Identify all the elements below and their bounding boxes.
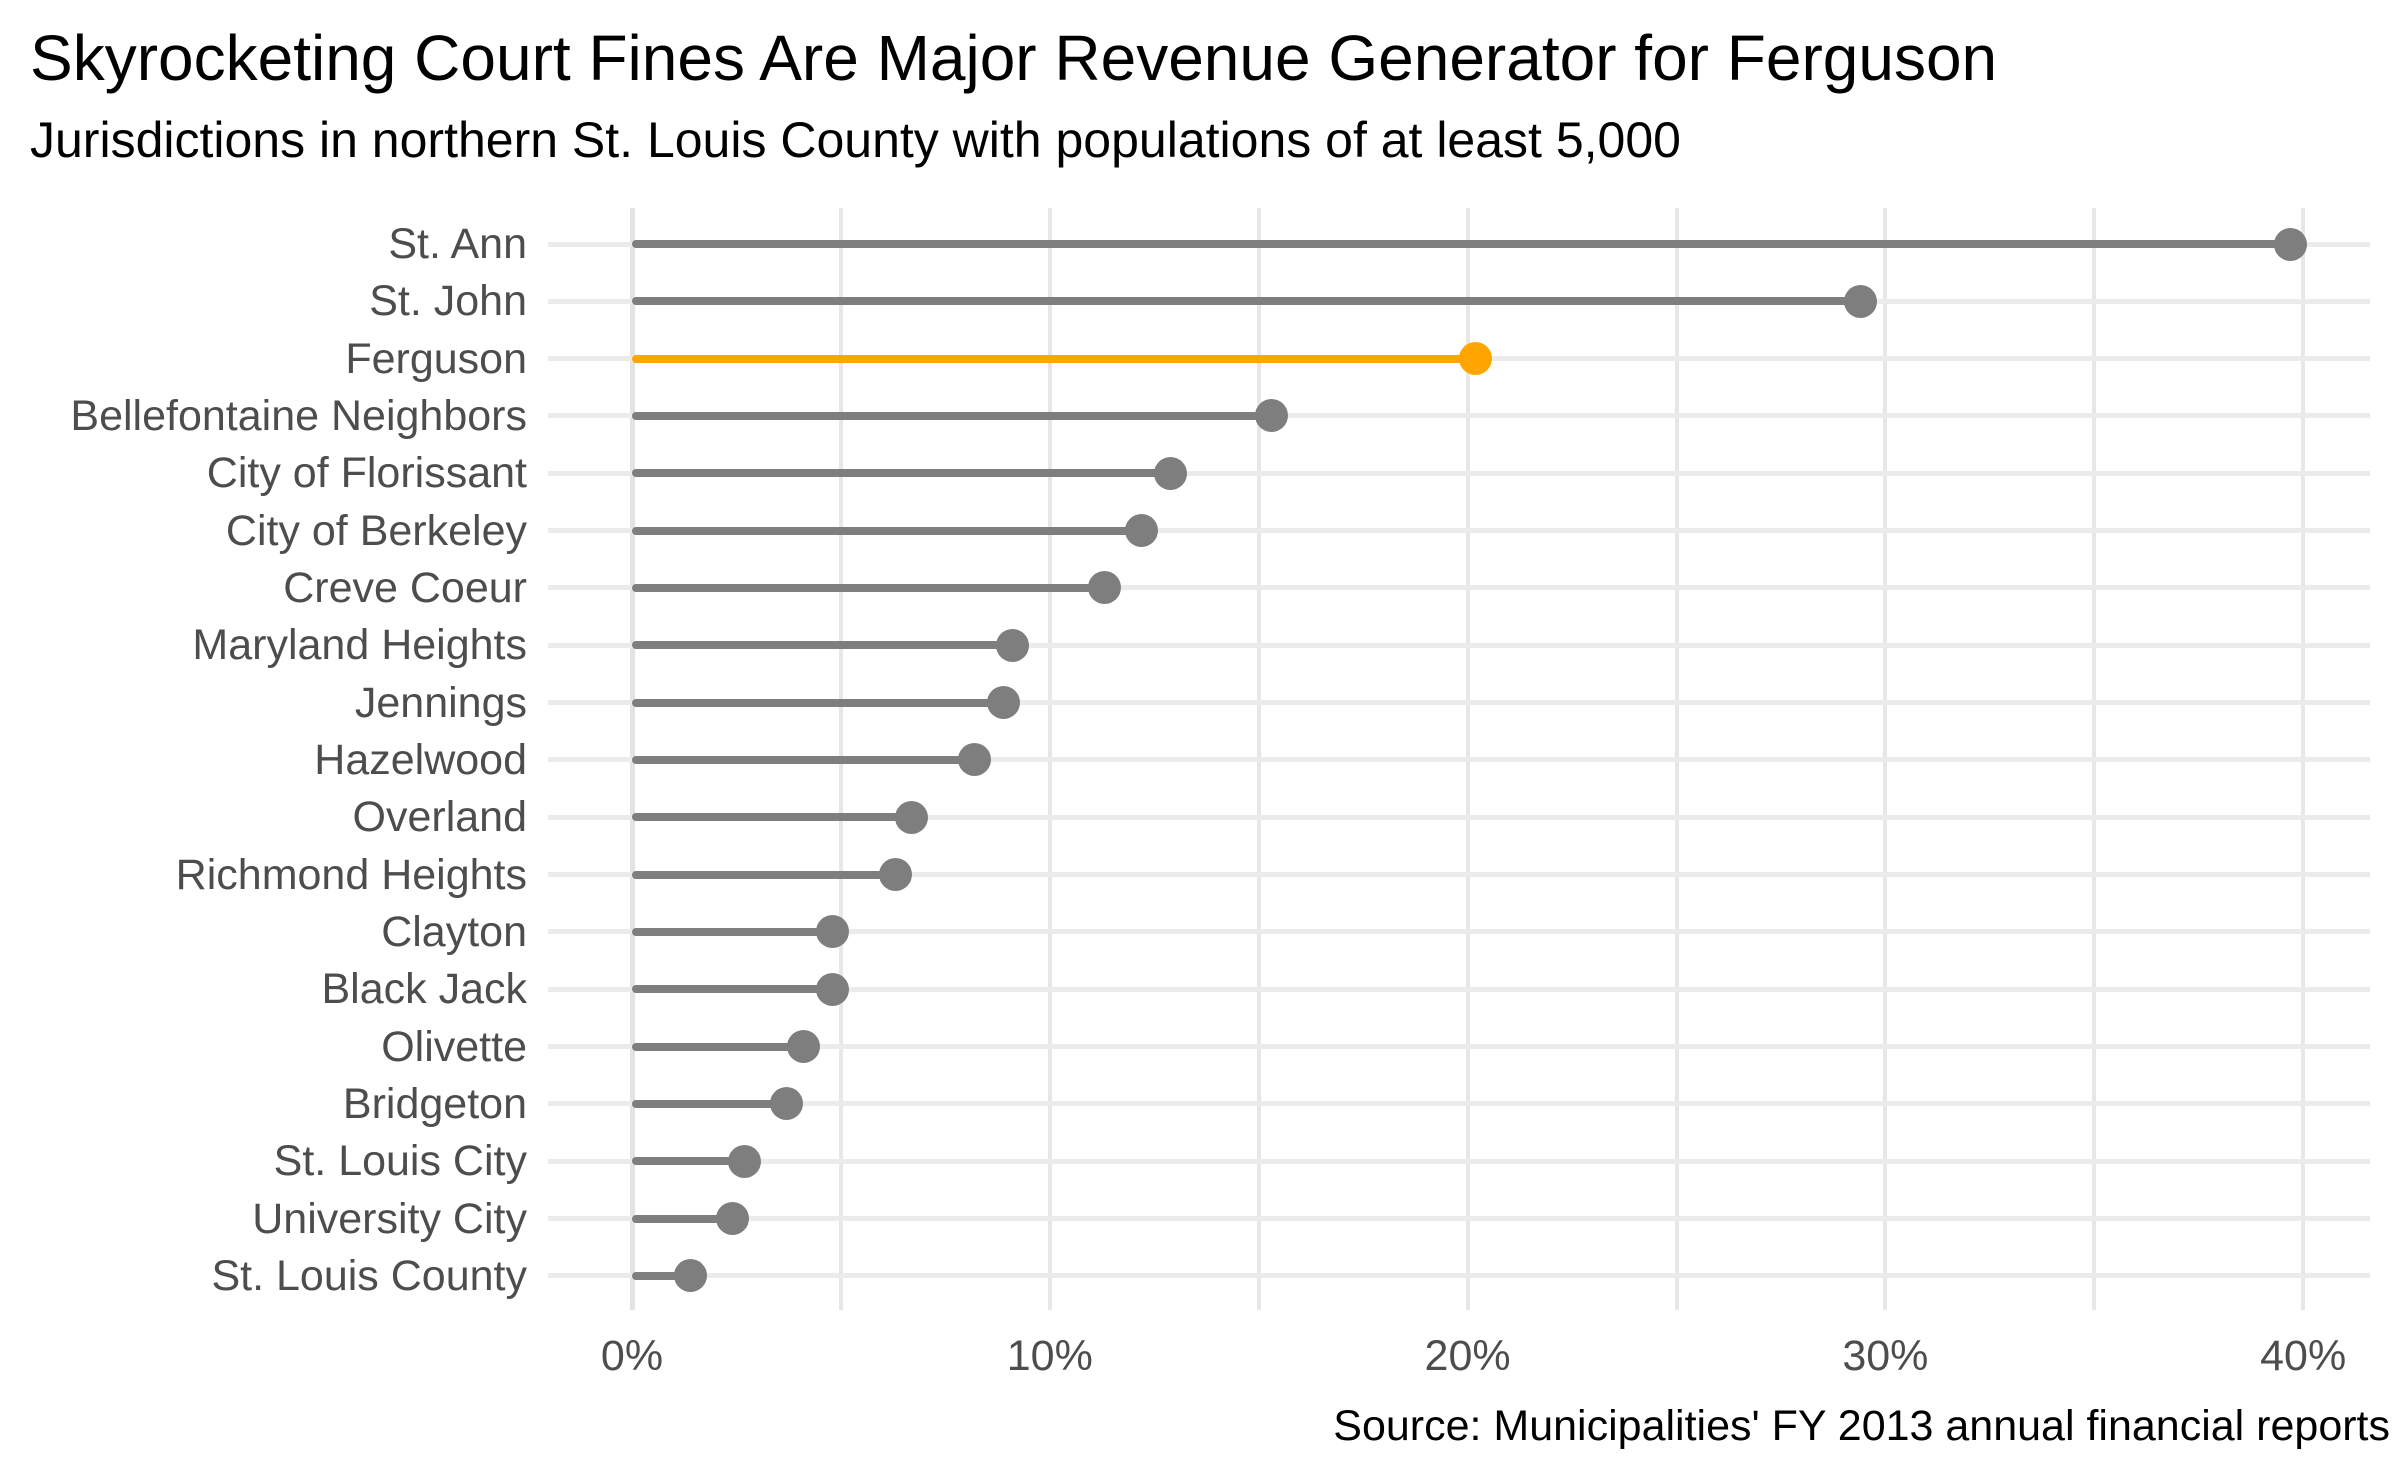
row-grid-line <box>548 872 2370 878</box>
y-axis-label: Hazelwood <box>314 735 527 784</box>
lollipop-dot <box>1087 571 1121 605</box>
x-axis-tick-label: 0% <box>600 1332 664 1380</box>
row-grid-line <box>548 700 2370 706</box>
row-grid-line <box>548 1101 2370 1107</box>
x-axis-tick-label: 40% <box>2260 1332 2347 1380</box>
x-axis-tick-label: 20% <box>1424 1332 1511 1380</box>
lollipop-stem <box>632 1157 745 1166</box>
row-grid-line <box>548 585 2370 591</box>
y-axis-label: City of Berkeley <box>225 506 527 555</box>
row-grid-line <box>548 413 2370 419</box>
lollipop-dot <box>715 1202 749 1236</box>
row-grid-line <box>548 1044 2370 1050</box>
lollipop-dot <box>878 858 912 892</box>
lollipop-dot <box>786 1030 820 1064</box>
y-axis-label: St. John <box>369 277 527 326</box>
lollipop-dot <box>673 1259 707 1293</box>
y-axis-label: Black Jack <box>321 965 527 1014</box>
row-grid-line <box>548 1273 2370 1279</box>
lollipop-stem <box>632 411 1272 420</box>
lollipop-dot <box>1125 514 1159 548</box>
lollipop-dot <box>958 743 992 777</box>
lollipop-dot <box>1254 399 1288 433</box>
lollipop-stem <box>632 1271 691 1280</box>
lollipop-stem <box>632 985 833 994</box>
lollipop-stem <box>632 1099 787 1108</box>
lollipop-dot <box>995 628 1029 662</box>
y-axis-label: University City <box>252 1194 527 1243</box>
x-axis-tick-label: 30% <box>1842 1332 1929 1380</box>
y-axis-label: Creve Coeur <box>283 563 527 612</box>
lollipop-dot <box>770 1087 804 1121</box>
lollipop-dot <box>816 915 850 949</box>
chart-subtitle: Jurisdictions in northern St. Louis Coun… <box>30 112 1681 168</box>
y-axis-label: Clayton <box>381 907 527 956</box>
lollipop-stem <box>632 870 896 879</box>
lollipop-dot <box>816 972 850 1006</box>
lollipop-dot-highlight <box>1459 342 1493 376</box>
lollipop-stem <box>632 927 833 936</box>
lollipop-stem <box>632 813 912 822</box>
lollipop-stem <box>632 583 1105 592</box>
lollipop-stem <box>632 469 1171 478</box>
y-axis-label: Bridgeton <box>342 1079 527 1128</box>
y-axis-label: Ferguson <box>345 334 527 383</box>
lollipop-dot <box>1154 456 1188 490</box>
y-axis-label: Olivette <box>381 1022 527 1071</box>
x-axis-tick-label: 10% <box>1006 1332 1093 1380</box>
y-axis-label: Bellefontaine Neighbors <box>70 391 527 440</box>
lollipop-dot <box>987 686 1021 720</box>
y-axis-label: City of Florissant <box>206 449 527 498</box>
lollipop-dot <box>895 800 929 834</box>
y-axis-label: St. Ann <box>388 220 527 268</box>
lollipop-dot <box>2274 227 2308 261</box>
row-grid-line <box>548 642 2370 648</box>
y-axis-label: Maryland Heights <box>192 621 527 670</box>
lollipop-stem <box>632 526 1142 535</box>
row-grid-line <box>548 986 2370 992</box>
lollipop-stem <box>632 755 975 764</box>
y-axis-label: Jennings <box>354 678 527 727</box>
row-grid-line <box>548 528 2370 534</box>
y-axis-label: Richmond Heights <box>175 850 527 899</box>
lollipop-stem <box>632 698 1004 707</box>
row-grid-line <box>548 1216 2370 1222</box>
lollipop-stem <box>632 641 1013 650</box>
row-grid-line <box>548 929 2370 935</box>
lollipop-stem <box>632 240 2291 248</box>
row-grid-line <box>548 1158 2370 1164</box>
lollipop-stem <box>632 297 1861 306</box>
chart-title: Skyrocketing Court Fines Are Major Reven… <box>30 22 1998 94</box>
lollipop-stem-highlight <box>632 354 1476 363</box>
lollipop-stem <box>632 1214 733 1223</box>
row-grid-line <box>548 757 2370 763</box>
lollipop-dot <box>1843 284 1877 318</box>
source-note: Source: Municipalities' FY 2013 annual f… <box>1333 1402 2390 1450</box>
row-grid-line <box>548 814 2370 820</box>
row-grid-line <box>548 470 2370 476</box>
y-axis-label: Overland <box>352 793 527 842</box>
y-axis-label: St. Louis City <box>273 1137 527 1186</box>
lollipop-dot <box>728 1144 762 1178</box>
y-axis-label: St. Louis County <box>211 1251 527 1300</box>
lollipop-stem <box>632 1042 804 1051</box>
